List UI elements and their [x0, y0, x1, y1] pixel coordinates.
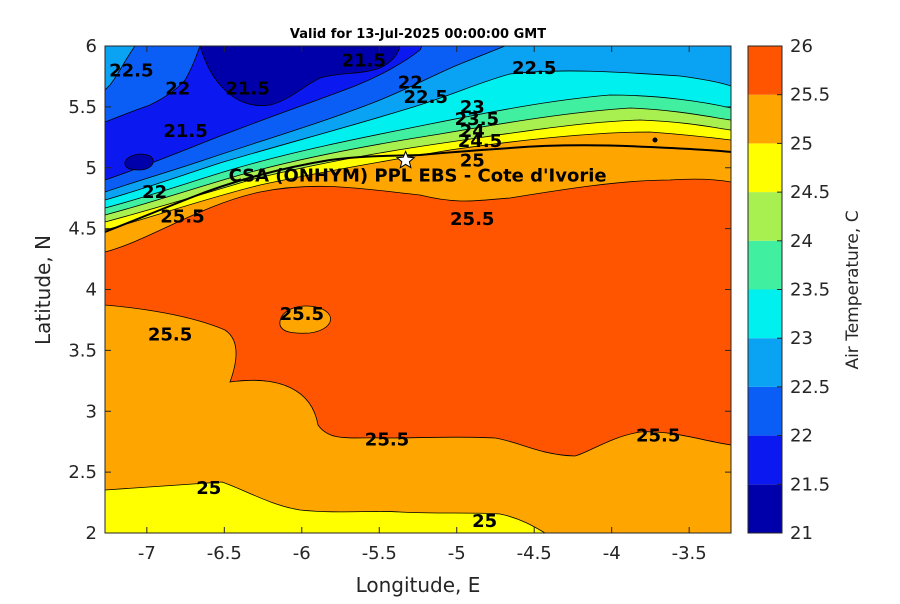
colorbar-tick-label: 26: [790, 36, 813, 57]
contour-label: 21.5: [342, 51, 386, 72]
x-tick-label: -4: [603, 543, 621, 564]
colorbar-label: Air Temperature, C: [843, 210, 863, 369]
chart-title: Valid for 13-Jul-2025 00:00:00 GMT: [290, 27, 546, 42]
contour-label: 25.5: [636, 426, 680, 447]
contour-label: 21.5: [163, 121, 207, 142]
contour-label: 25.5: [280, 304, 324, 325]
colorbar-tick-label: 22: [790, 426, 813, 447]
contour-label: 24.5: [458, 131, 502, 152]
band-21-21.5: [199, 46, 401, 107]
contour-labels: 22.522 21.521.52222.522.521.5222323.52424…: [109, 51, 680, 532]
y-tick-label: 3: [86, 401, 97, 422]
y-tick-label: 6: [86, 36, 97, 57]
y-tick-label: 2.5: [68, 462, 97, 483]
contour-label: 25.5: [160, 206, 204, 227]
contour-label: 25: [460, 150, 485, 171]
colorbar-tick-label: 25: [790, 133, 813, 154]
colorbar-swatch: [748, 192, 782, 241]
contour-label: 23: [460, 97, 485, 118]
contour-label: 22.5: [404, 87, 448, 108]
band-21-21.5-small: [124, 153, 154, 171]
colorbar-swatch: [748, 289, 782, 339]
x-axis-ticks: -7 -6.5 -6 -5.5 -5 -4.5 -4 -3.5: [138, 46, 707, 564]
colorbar-tick-label: 23: [790, 328, 813, 349]
x-tick-label: -7: [138, 543, 156, 564]
site-layer: CSA (ONHYM) PPL EBS - Cote d'Ivorie: [229, 150, 607, 186]
contour-label: 22: [165, 79, 190, 100]
colorbar-swatch: [748, 94, 782, 144]
x-tick-label: -4.5: [517, 543, 552, 564]
colorbar-tick-label: 21.5: [790, 474, 830, 495]
site-marker-star-icon: [395, 150, 416, 169]
band-24.5-25-sw: [105, 481, 546, 533]
y-tick-label: 4: [86, 280, 97, 301]
x-tick-label: -5.5: [362, 543, 397, 564]
colorbar-swatch: [748, 386, 782, 436]
contour-label: 25: [196, 478, 221, 499]
colorbar-tick-label: 21: [790, 523, 813, 544]
x-tick-label: -3.5: [672, 543, 707, 564]
y-tick-label: 3.5: [68, 340, 97, 361]
contour-label: 25.5: [450, 209, 494, 230]
y-tick-label: 5: [86, 158, 97, 179]
contour-label: 21.5: [225, 79, 269, 100]
x-axis-label: Longitude, E: [356, 573, 481, 597]
colorbar-tick-label: 24.5: [790, 182, 830, 203]
band-25-25.5-hole: [279, 305, 331, 334]
y-axis-label: Latitude, N: [31, 235, 55, 345]
colorbar-swatch: [748, 46, 782, 95]
colorbar-swatch: [748, 143, 782, 193]
colorbar: 21 21.5 22 22.5 23 23.5 24 24.5 25 25.5 26: [747, 36, 830, 544]
y-tick-label: 2: [86, 523, 97, 544]
colorbar-tick-label: 24: [790, 231, 813, 252]
contour-label: 24: [460, 121, 485, 142]
colorbar-tick-label: 22.5: [790, 377, 830, 398]
colorbar-tick-label: 25.5: [790, 85, 830, 106]
x-tick-label: -5: [448, 543, 466, 564]
x-tick-label: -6.5: [207, 543, 242, 564]
contour-label: 25.5: [365, 429, 409, 450]
band-21.5-22: [105, 46, 423, 181]
colorbar-tick-label: 23.5: [790, 280, 830, 301]
x-tick-label: -6: [293, 543, 311, 564]
colorbar-swatch: [748, 435, 782, 485]
contour-label: 25: [472, 511, 497, 532]
colorbar-swatch: [748, 484, 782, 533]
contour-label: 25.5: [148, 325, 192, 346]
y-axis-ticks: 22.533.544.555.56: [68, 36, 731, 544]
contour-label: 22: [142, 182, 167, 203]
y-tick-label: 5.5: [68, 97, 97, 118]
contour-label: 22.5: [512, 58, 556, 79]
site-label: CSA (ONHYM) PPL EBS - Cote d'Ivorie: [229, 165, 607, 186]
plot-area: [105, 46, 731, 533]
contour-label: 22: [398, 73, 423, 94]
y-tick-label: 4.5: [68, 219, 97, 240]
colorbar-swatch: [748, 338, 782, 387]
band-25.5-26-central: [105, 178, 731, 457]
coastline: [105, 144, 731, 233]
contour-label: 23.5: [455, 109, 499, 130]
contour-label: 22.5: [109, 60, 153, 81]
coast-island: [652, 137, 658, 143]
colorbar-swatch: [748, 240, 782, 290]
